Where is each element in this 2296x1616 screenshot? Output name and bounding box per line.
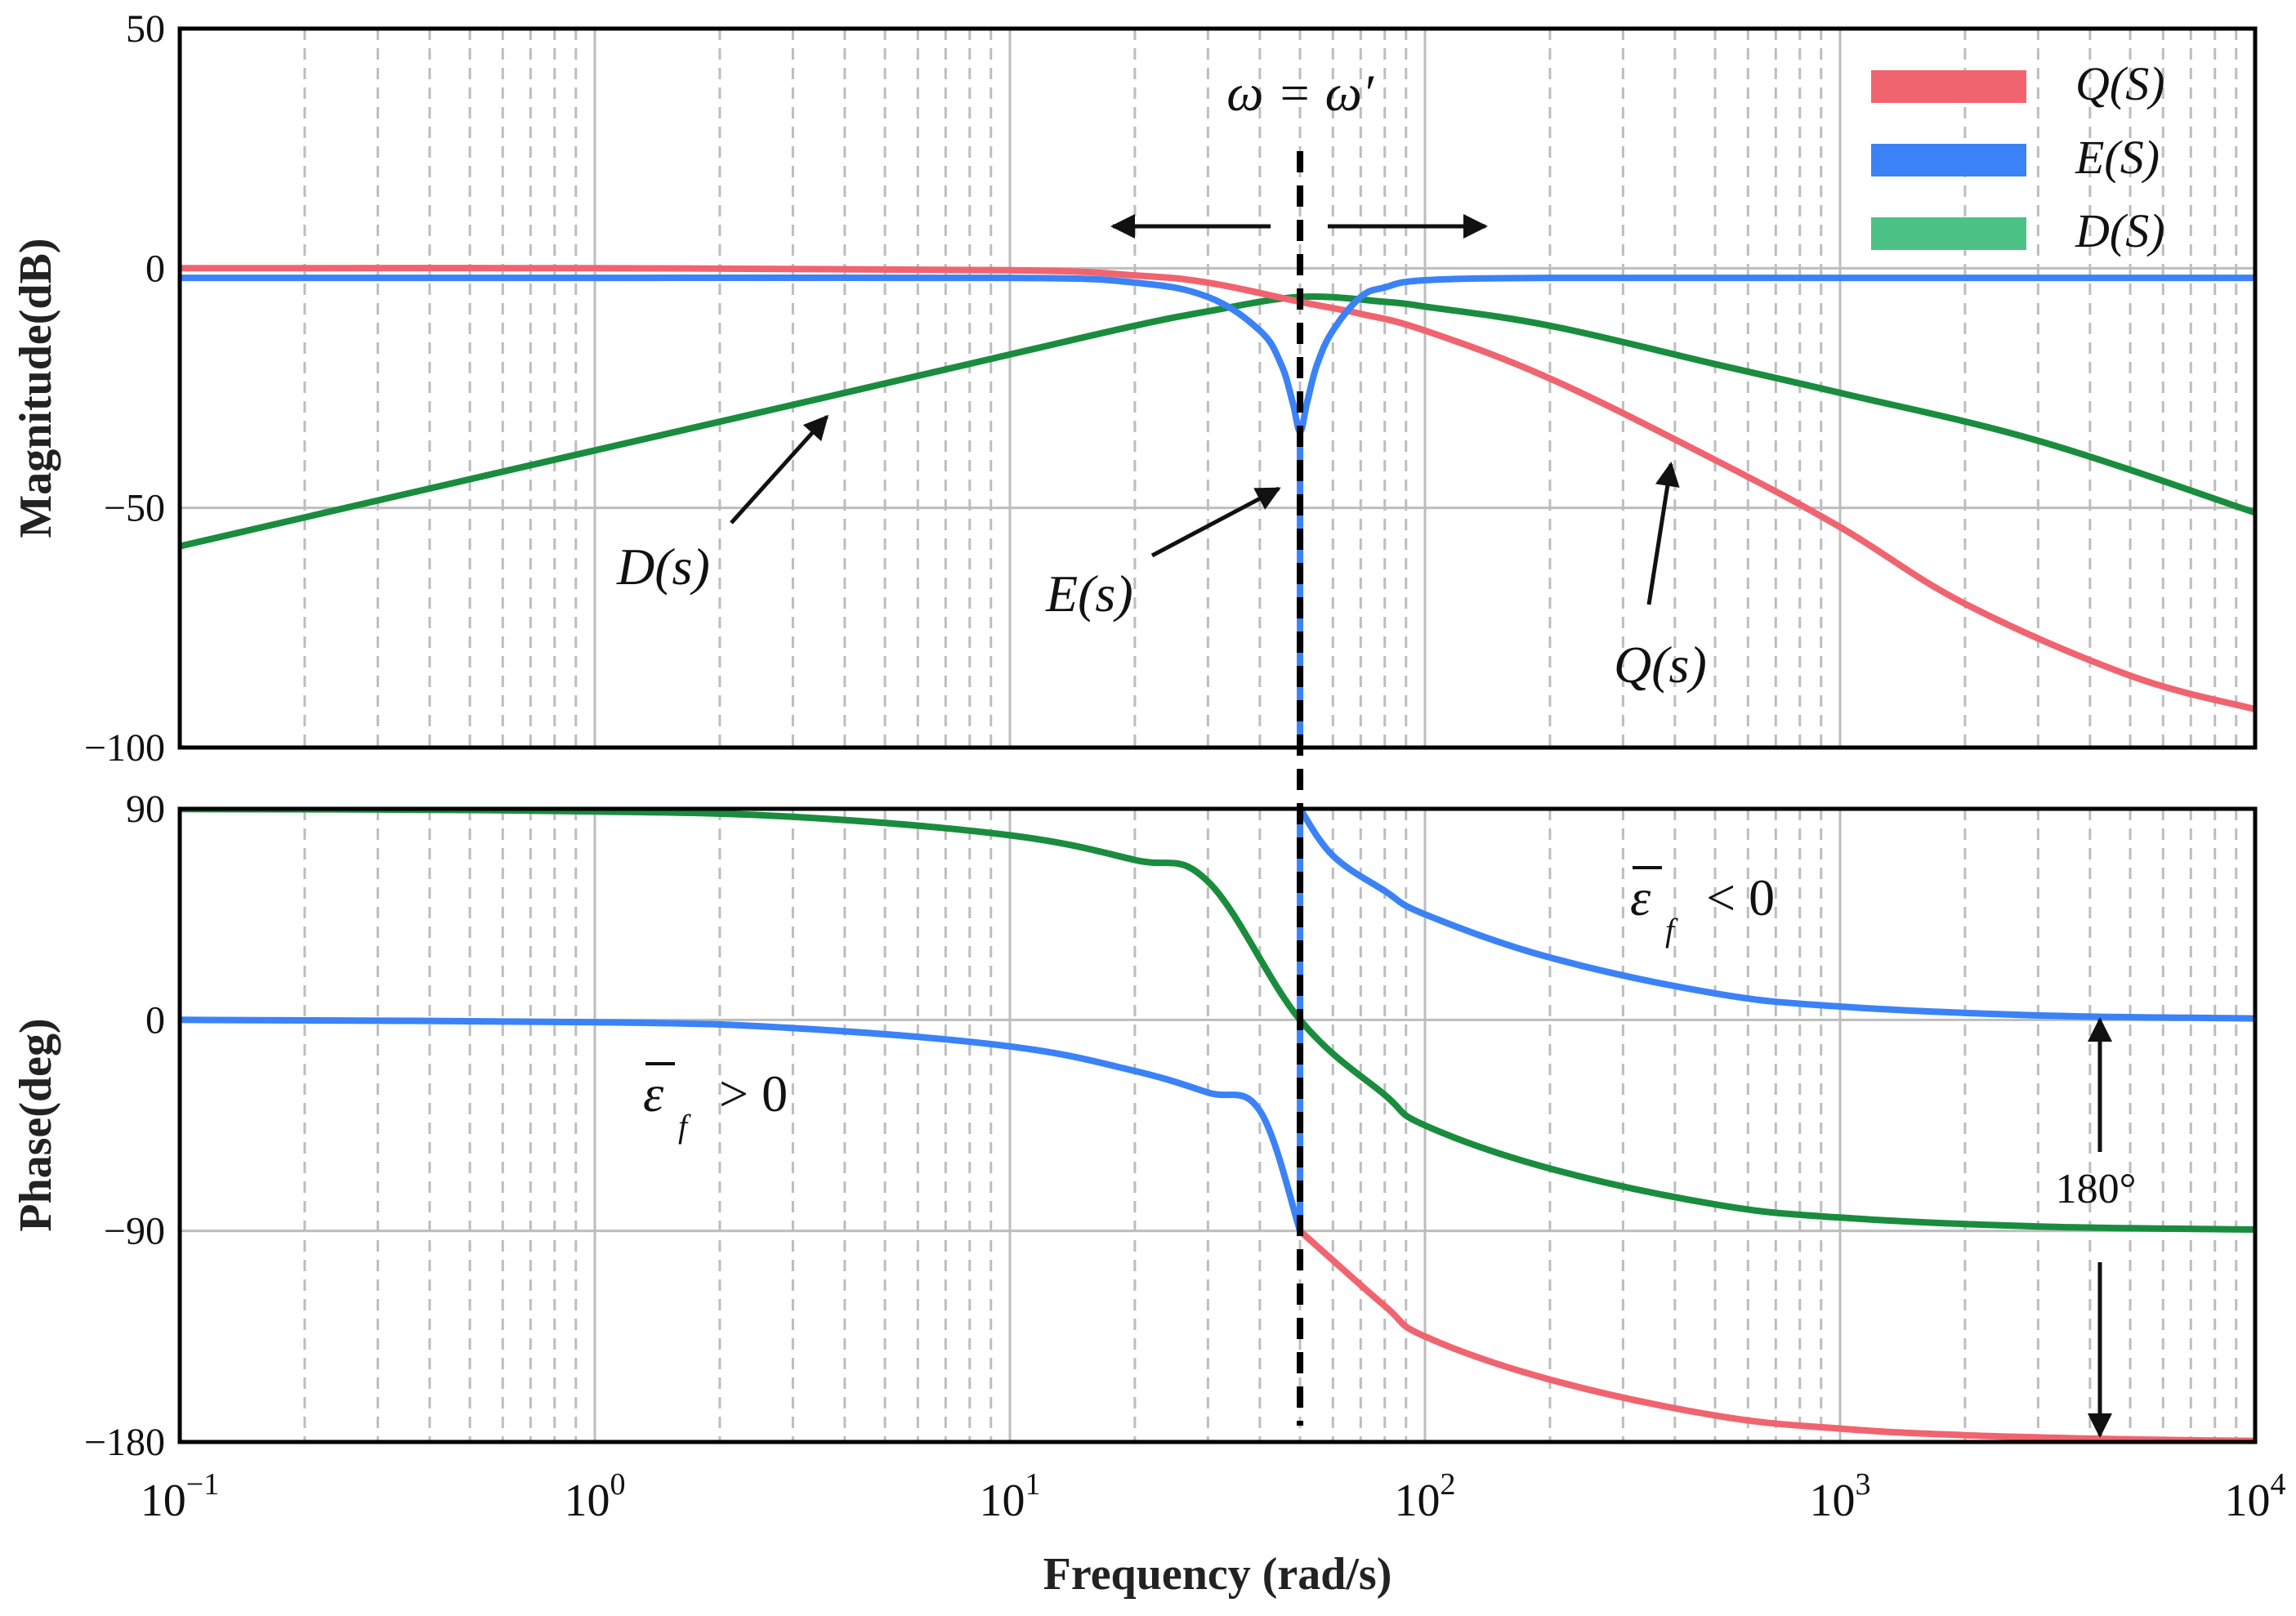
annotation-eps-positive: ε f > 0 xyxy=(643,1062,788,1145)
legend: Q(S) E(S) D(S) xyxy=(1871,57,2165,257)
legend-label-e: E(S) xyxy=(2075,131,2160,184)
epsilon-symbol: ε xyxy=(643,1065,664,1123)
annotation-180: 180° xyxy=(2056,1166,2137,1212)
x-axis-ticks: 10−1 100 101 102 103 104 xyxy=(141,1467,2286,1526)
x-tick-exponent: 4 xyxy=(2271,1467,2286,1502)
magnitude-grid xyxy=(180,27,2255,749)
x-tick-label: 10−1 xyxy=(141,1467,219,1526)
x-tick-exponent: 0 xyxy=(610,1467,626,1502)
epsilon-subscript: f xyxy=(678,1108,691,1145)
phase-panel: 90 0 −90 −180 Phase(deg) xyxy=(11,788,2258,1464)
phase-ylabel: Phase(deg) xyxy=(11,1018,61,1231)
phase-curve-d-s- xyxy=(180,809,2255,1233)
x-tick-base: 10 xyxy=(1810,1475,1856,1526)
x-tick-exponent: −1 xyxy=(186,1467,219,1502)
x-tick-label: 101 xyxy=(980,1467,1041,1526)
x-tick-label: 102 xyxy=(1395,1467,1456,1526)
x-tick-label: 103 xyxy=(1810,1467,1871,1526)
phase-y-tick-label: 90 xyxy=(126,788,165,831)
legend-swatch-q xyxy=(1871,70,2026,103)
legend-swatch-e xyxy=(1871,144,2026,176)
legend-label-q: Q(S) xyxy=(2075,57,2165,110)
annotation-e: E(s) xyxy=(1045,565,1133,623)
magnitude-y-tick-label: 0 xyxy=(145,247,165,290)
annotation-e-arrow xyxy=(1150,486,1281,558)
phase-frame xyxy=(177,806,2258,1444)
annotation-eps-negative: ε f < 0 xyxy=(1630,866,1775,949)
relation: > 0 xyxy=(719,1065,788,1123)
phase-y-tick-label: −180 xyxy=(84,1421,165,1464)
magnitude-y-ticks: 50 0 −50 −100 xyxy=(84,7,165,770)
x-tick-base: 10 xyxy=(2225,1475,2271,1526)
magnitude-y-tick-label: −100 xyxy=(84,726,165,770)
x-tick-exponent: 2 xyxy=(1441,1467,1456,1502)
phase-curve-e-s-low xyxy=(180,1016,1303,1232)
magnitude-panel: 50 0 −50 −100 Magnitude(dB) xyxy=(11,7,2258,770)
x-tick-label: 104 xyxy=(2225,1467,2286,1526)
phase-curve-e-s-high xyxy=(1297,809,2255,1022)
magnitude-annotations: D(s) E(s) Q(s) xyxy=(616,414,1707,694)
x-tick-exponent: 3 xyxy=(1856,1467,1871,1502)
magnitude-y-tick-label: 50 xyxy=(126,7,165,51)
annotation-q-arrow xyxy=(1646,462,1680,605)
magnitude-curve-d xyxy=(180,293,2255,550)
phase-annotations: ε f > 0 ε f < 0 180° xyxy=(643,866,2137,1438)
x-tick-label: 100 xyxy=(565,1467,626,1526)
phase-y-ticks: 90 0 −90 −180 xyxy=(84,788,165,1464)
legend-label-d: D(S) xyxy=(2075,204,2165,257)
relation: < 0 xyxy=(1706,868,1775,926)
legend-swatch-d xyxy=(1871,217,2026,250)
annotation-d-arrow xyxy=(730,414,829,525)
magnitude-curve-q xyxy=(180,265,2255,712)
x-tick-exponent: 1 xyxy=(1025,1467,1041,1502)
phase-y-tick-label: 0 xyxy=(145,998,165,1042)
x-tick-base: 10 xyxy=(141,1475,186,1526)
magnitude-frame xyxy=(177,26,2258,750)
x-tick-base: 10 xyxy=(980,1475,1025,1526)
x-tick-base: 10 xyxy=(1395,1475,1441,1526)
phase-curve-q-s-phase xyxy=(1298,1228,2255,1442)
annotation-q: Q(s) xyxy=(1614,636,1707,694)
x-axis-label: Frequency (rad/s) xyxy=(1043,1549,1392,1600)
magnitude-y-tick-label: −50 xyxy=(104,487,165,530)
crossover-label: ω = ω′ xyxy=(1226,64,1374,122)
phase-grid xyxy=(180,807,2255,1444)
magnitude-ylabel: Magnitude(dB) xyxy=(11,238,61,538)
annotation-d: D(s) xyxy=(616,538,710,596)
phase-y-tick-label: −90 xyxy=(104,1210,165,1253)
epsilon-symbol: ε xyxy=(1630,868,1651,926)
epsilon-subscript: f xyxy=(1665,912,1678,949)
magnitude-curve-e xyxy=(180,274,2255,435)
x-tick-base: 10 xyxy=(565,1475,610,1526)
phase-curves xyxy=(180,809,2255,1442)
